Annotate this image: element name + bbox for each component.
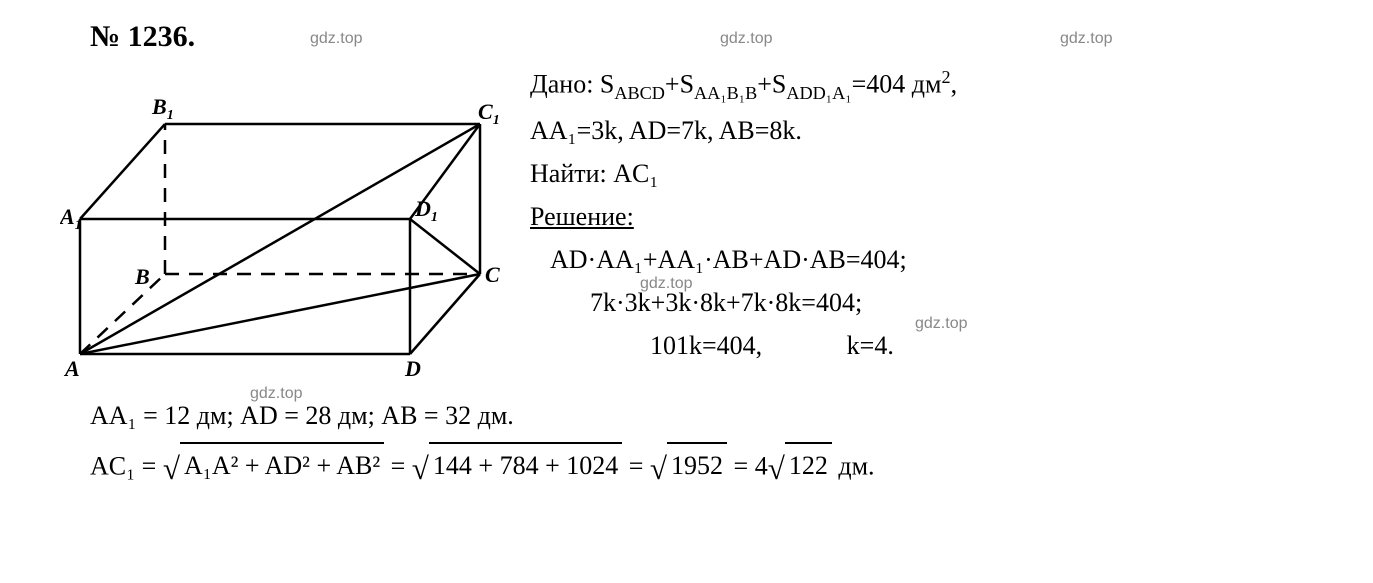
problem-text: Дано: SABCD+SAA₁B₁B+SADD₁A₁=404 дм2, AA₁…	[530, 64, 1313, 369]
svg-text:B: B	[134, 264, 150, 289]
problem-number: № 1236.	[90, 20, 1313, 54]
final-suffix: дм.	[832, 452, 875, 481]
eq3: = 4	[727, 452, 768, 481]
find-value: AC₁	[613, 159, 658, 188]
given-line1: Дано: SABCD+SAA₁B₁B+SADD₁A₁=404 дм2,	[530, 64, 1313, 107]
svg-text:D1: D1	[414, 196, 438, 225]
solution-label-text: Решение:	[530, 202, 634, 231]
solution-line3: 101k=404, k=4.	[530, 326, 1313, 365]
sol3a: 101k=404,	[650, 331, 762, 360]
given-label: Дано:	[530, 70, 593, 99]
given-line2: AA₁=3k, AD=7k, AB=8k.	[530, 111, 1313, 150]
solution-line2: 7k·3k+3k·8k+7k·8k=404;	[530, 283, 1313, 322]
find-line: Найти: AC₁	[530, 154, 1313, 193]
sqrt3: 1952	[667, 442, 727, 495]
eq2: =	[622, 452, 650, 481]
svg-text:A1: A1	[60, 204, 82, 233]
svg-text:B1: B1	[151, 94, 174, 123]
sqrt2: 144 + 784 + 1024	[429, 442, 622, 495]
eq1: =	[384, 452, 412, 481]
solution-label: Решение:	[530, 197, 1313, 236]
find-label: Найти:	[530, 159, 607, 188]
svg-text:C1: C1	[478, 99, 500, 128]
final-prefix: AC₁ =	[90, 452, 163, 481]
final-line: AC₁ = √A₁A² + AD² + AB² = √144 + 784 + 1…	[90, 442, 1313, 495]
svg-text:C: C	[485, 262, 500, 287]
parallelepiped-diagram: A D C B A1 D1 C1 B1	[60, 64, 500, 384]
solution-line1: AD·AA₁+AA₁·AB+AD·AB=404;	[530, 240, 1313, 279]
sol3b: k=4.	[847, 331, 894, 360]
results-line: AA₁ = 12 дм; AD = 28 дм; AB = 32 дм.	[90, 394, 1313, 438]
sqrt4: 122	[785, 442, 832, 495]
svg-text:D: D	[404, 356, 421, 381]
given-exp: 2	[941, 67, 950, 87]
given-value: 404 дм	[866, 70, 941, 99]
svg-text:A: A	[63, 356, 80, 381]
sqrt1: A₁A² + AD² + AB²	[180, 442, 384, 495]
